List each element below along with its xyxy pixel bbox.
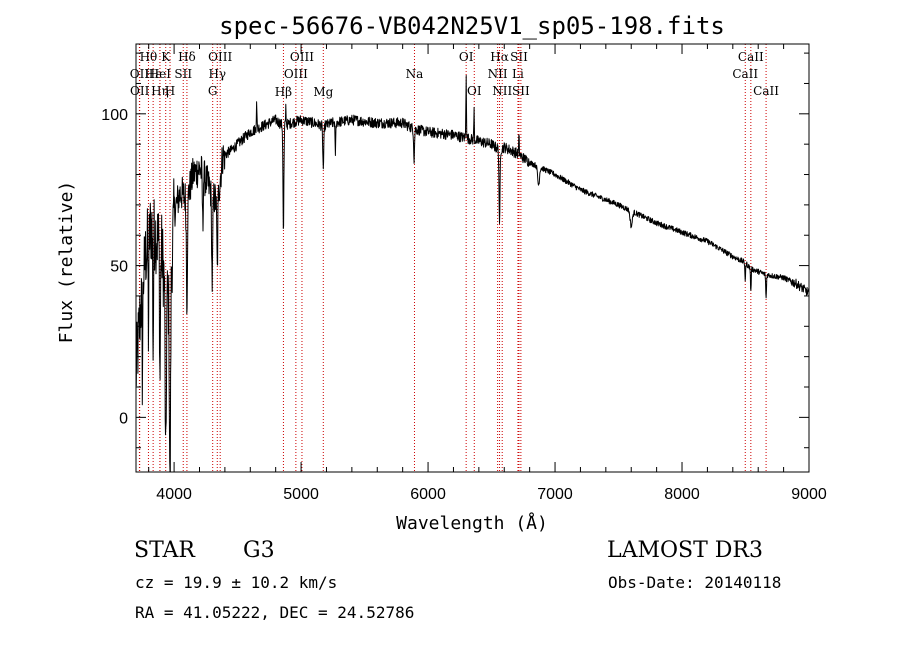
y-axis-label: Flux (relative) <box>56 181 77 344</box>
x-tick-label: 6000 <box>410 486 446 503</box>
object-class: STAR <box>134 538 195 563</box>
object-subclass: G3 <box>243 538 275 563</box>
survey-name: LAMOST DR3 <box>607 538 763 563</box>
marker-label: OIII <box>290 50 314 64</box>
x-tick-label: 7000 <box>537 486 573 503</box>
y-axis-ticks: 0 50 100 <box>101 52 809 449</box>
marker-label: SII <box>174 67 192 81</box>
observation-date: Obs-Date: 20140118 <box>608 573 782 592</box>
marker-label: SII <box>510 50 528 64</box>
marker-label: Mg <box>313 85 333 99</box>
marker-label: SII <box>512 84 530 98</box>
spectrum-line <box>135 75 810 473</box>
x-axis-label: Wavelength (Å) <box>396 512 548 534</box>
x-tick-label: 4000 <box>156 486 192 503</box>
marker-label: Hα <box>490 50 509 64</box>
y-tick-label: 50 <box>110 259 128 276</box>
x-tick-label: 9000 <box>791 486 827 503</box>
marker-label: Hη <box>151 84 169 98</box>
marker-label: NII <box>488 67 508 81</box>
marker-label: OI <box>467 84 482 98</box>
marker-label: K <box>161 50 171 64</box>
marker-label: NII <box>492 84 512 98</box>
marker-label: Hε <box>145 67 162 81</box>
plot-frame <box>135 43 810 473</box>
x-tick-label: 5000 <box>283 486 319 503</box>
marker-label: OII <box>130 84 150 98</box>
marker-label: OIII <box>284 67 308 81</box>
redshift-value: cz = 19.9 ± 10.2 km/s <box>135 573 338 592</box>
x-axis-ticks: 4000 5000 6000 7000 8000 9000 <box>148 44 827 503</box>
y-tick-label: 0 <box>119 410 128 427</box>
marker-label: CaII <box>753 84 779 98</box>
sky-coordinates: RA = 41.05222, DEC = 24.52786 <box>135 603 415 622</box>
marker-label: Hθ <box>140 50 158 64</box>
marker-label: OI <box>459 50 474 64</box>
chart-title: spec-56676-VB042N25V1_sp05-198.fits <box>219 12 725 40</box>
x-tick-label: 8000 <box>664 486 700 503</box>
marker-label: OIII <box>208 50 232 64</box>
marker-label: Hβ <box>275 85 292 99</box>
marker-label: Na <box>406 67 424 81</box>
marker-label: Li <box>512 67 524 81</box>
marker-label: CaII <box>738 50 764 64</box>
marker-label: H <box>165 84 175 98</box>
marker-label: HeI <box>149 67 172 81</box>
marker-label: Hγ <box>208 67 226 81</box>
y-tick-label: 100 <box>101 107 128 124</box>
marker-label: G <box>208 84 218 98</box>
marker-label: Hδ <box>178 50 196 64</box>
marker-label: CaII <box>732 67 758 81</box>
